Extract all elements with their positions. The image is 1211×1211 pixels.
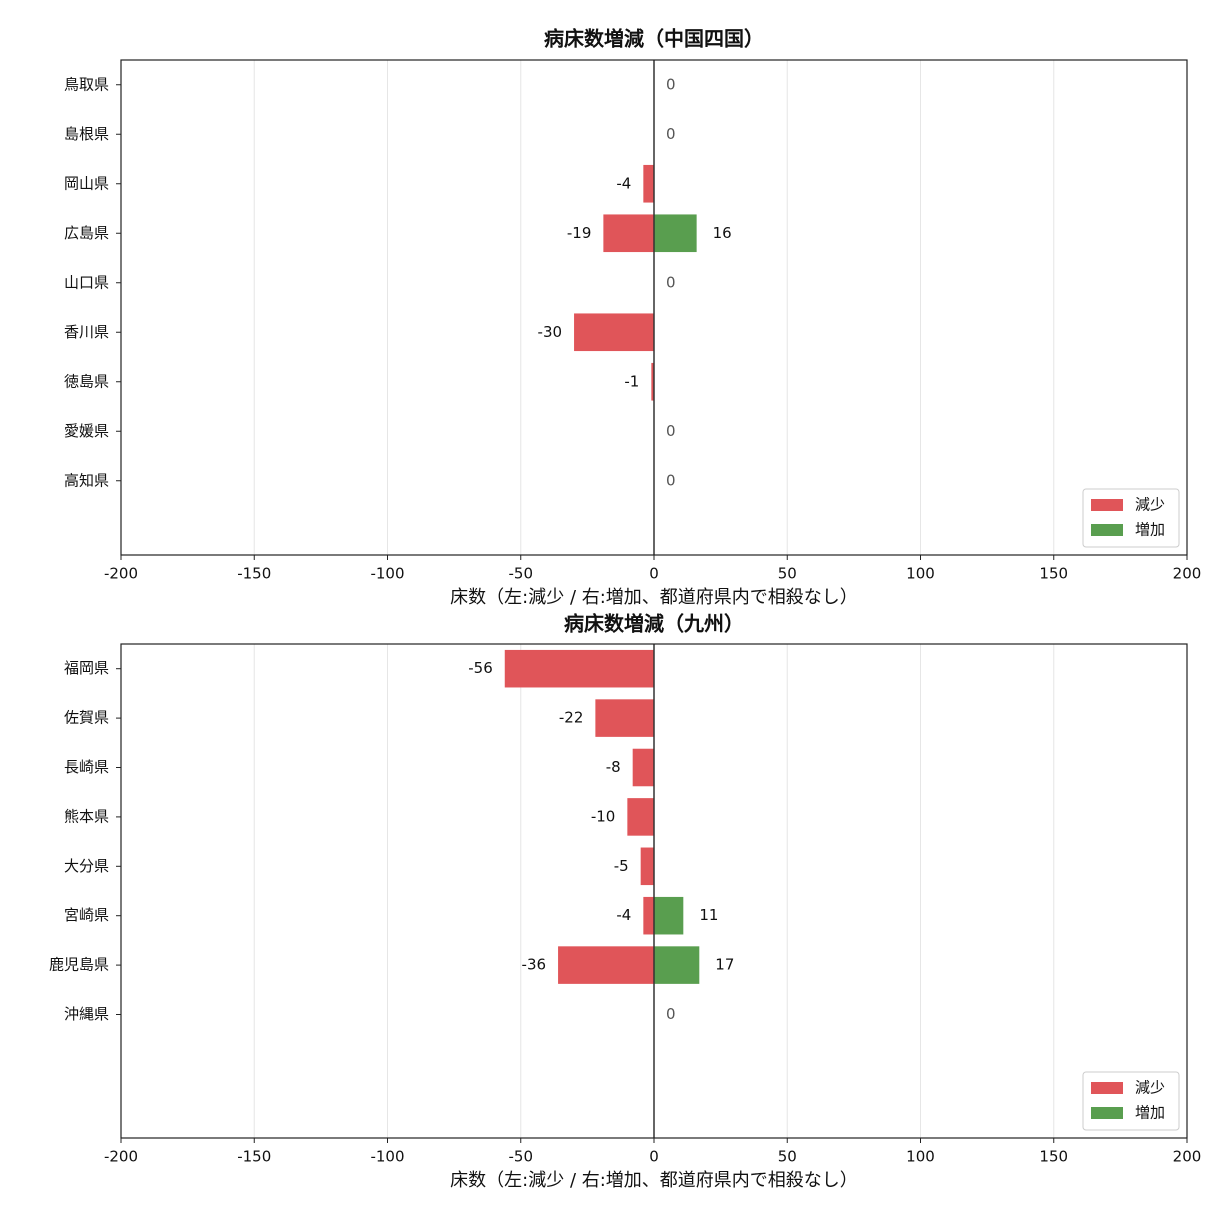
legend-label: 減少 xyxy=(1135,1079,1165,1097)
bar xyxy=(654,946,700,984)
value-label: 0 xyxy=(666,75,676,93)
chart-title: 病床数増減（九州） xyxy=(564,612,744,636)
y-tick-label: 山口県 xyxy=(64,273,109,291)
y-tick-label: 岡山県 xyxy=(64,174,109,192)
y-tick-label: 佐賀県 xyxy=(64,709,109,727)
x-tick-label: 100 xyxy=(906,565,935,583)
value-label: -5 xyxy=(614,857,629,875)
bar xyxy=(603,214,654,253)
value-label: -19 xyxy=(567,224,592,242)
bar xyxy=(627,798,654,836)
x-tick-label: 50 xyxy=(778,565,797,583)
bar xyxy=(643,896,654,935)
value-label: 0 xyxy=(666,1005,676,1023)
x-tick-label: -150 xyxy=(237,565,271,583)
x-tick-label: -50 xyxy=(509,565,534,583)
x-tick-label: -50 xyxy=(509,1148,534,1166)
chart-title: 病床数増減（中国四国） xyxy=(544,27,764,51)
legend-label: 増加 xyxy=(1135,521,1165,539)
value-label: -1 xyxy=(624,372,639,390)
value-label: -8 xyxy=(606,758,621,776)
value-label: -4 xyxy=(616,174,631,192)
x-tick-label: 150 xyxy=(1039,565,1068,583)
value-label: 0 xyxy=(666,471,676,489)
y-tick-label: 福岡県 xyxy=(64,659,109,677)
legend-swatch xyxy=(1091,1082,1123,1094)
bar xyxy=(654,214,697,253)
legend-swatch xyxy=(1091,499,1123,511)
x-tick-label: -100 xyxy=(370,565,404,583)
bar xyxy=(595,699,654,737)
x-axis-label: 床数（左:減少 / 右:増加、都道府県内で相殺なし） xyxy=(450,587,858,608)
x-tick-label: 0 xyxy=(649,1148,659,1166)
value-label: 0 xyxy=(666,273,676,291)
y-tick-label: 熊本県 xyxy=(64,807,109,825)
x-tick-label: 150 xyxy=(1039,1148,1068,1166)
y-tick-label: 広島県 xyxy=(64,224,109,242)
x-tick-label: 0 xyxy=(649,565,659,583)
y-tick-label: 香川県 xyxy=(64,323,109,341)
bar xyxy=(651,362,654,401)
x-tick-label: 200 xyxy=(1173,1148,1202,1166)
y-tick-label: 高知県 xyxy=(64,471,109,489)
value-label: -10 xyxy=(591,807,616,825)
value-label: -22 xyxy=(559,709,584,727)
value-label: 11 xyxy=(699,906,718,924)
legend-label: 減少 xyxy=(1135,496,1165,514)
y-tick-label: 沖縄県 xyxy=(64,1005,109,1023)
legend-swatch xyxy=(1091,524,1123,536)
bar xyxy=(574,313,654,352)
bar xyxy=(504,649,654,688)
value-label: -4 xyxy=(616,906,631,924)
value-label: 16 xyxy=(713,224,732,242)
legend-label: 増加 xyxy=(1135,1104,1165,1122)
axes-frame xyxy=(120,59,1188,556)
value-label: -30 xyxy=(538,323,563,341)
x-tick-label: -150 xyxy=(237,1148,271,1166)
y-tick-label: 大分県 xyxy=(64,857,109,875)
value-label: -56 xyxy=(468,659,493,677)
bar xyxy=(640,847,654,886)
bar xyxy=(558,946,654,984)
value-label: 17 xyxy=(715,956,734,974)
x-tick-label: 200 xyxy=(1173,565,1202,583)
value-label: 0 xyxy=(666,422,676,440)
x-axis-label: 床数（左:減少 / 右:増加、都道府県内で相殺なし） xyxy=(450,1170,858,1191)
y-tick-label: 鳥取県 xyxy=(64,75,109,93)
x-tick-label: -200 xyxy=(104,1148,138,1166)
axes-frame xyxy=(120,643,1188,1139)
bar xyxy=(632,748,654,787)
y-tick-label: 鹿児島県 xyxy=(49,956,109,974)
value-label: -36 xyxy=(522,956,547,974)
x-tick-label: 100 xyxy=(906,1148,935,1166)
x-tick-label: 50 xyxy=(778,1148,797,1166)
y-tick-label: 長崎県 xyxy=(64,758,109,776)
bar xyxy=(643,164,654,203)
y-tick-label: 愛媛県 xyxy=(64,422,109,440)
y-tick-label: 島根県 xyxy=(64,125,109,143)
x-tick-label: -100 xyxy=(370,1148,404,1166)
y-tick-label: 宮崎県 xyxy=(64,906,109,924)
value-label: 0 xyxy=(666,125,676,143)
y-tick-label: 徳島県 xyxy=(64,372,109,390)
bar xyxy=(654,896,684,935)
x-tick-label: -200 xyxy=(104,565,138,583)
legend-swatch xyxy=(1091,1107,1123,1119)
